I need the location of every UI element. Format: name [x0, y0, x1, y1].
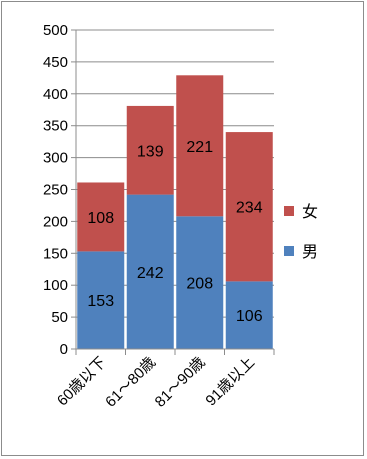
bar-male	[225, 281, 273, 349]
y-tick-label: 50	[51, 309, 68, 326]
y-tick-label: 200	[43, 213, 68, 230]
data-label: 242	[137, 265, 164, 282]
data-label: 234	[236, 200, 263, 217]
bar-female	[225, 132, 273, 282]
bar-male	[126, 194, 174, 349]
x-tick-label: 61～80歳	[102, 354, 159, 411]
legend-swatch	[284, 246, 294, 256]
data-label: 153	[87, 293, 114, 310]
y-tick-label: 250	[43, 182, 68, 199]
bars	[77, 75, 273, 349]
x-tick-label: 60歳以下	[54, 354, 110, 410]
data-label: 221	[186, 139, 213, 156]
axes	[71, 29, 275, 355]
y-tick-label: 300	[43, 150, 68, 167]
data-label: 208	[186, 276, 213, 293]
y-tick-label: 100	[43, 277, 68, 294]
bar-male	[176, 216, 224, 349]
data-labels: 153 108 242 139 208 221 106 234	[87, 139, 262, 325]
data-label: 106	[236, 308, 263, 325]
data-label: 108	[87, 210, 114, 227]
y-tick-label: 500	[43, 22, 68, 39]
legend-label: 男	[302, 242, 318, 261]
y-tick-label: 0	[60, 341, 68, 358]
legend-swatch	[284, 206, 294, 216]
y-tick-label: 150	[43, 245, 68, 262]
y-tick-label: 350	[43, 118, 68, 135]
x-tick-label: 91歳以上	[202, 354, 258, 410]
y-tick-label: 450	[43, 54, 68, 71]
y-tick-label: 400	[43, 86, 68, 103]
y-tick-labels: 0 50 100 150 200 250 300 350 400 450 500	[43, 22, 68, 358]
bar-female	[176, 75, 224, 217]
data-label: 139	[137, 143, 164, 160]
bar-male	[77, 251, 125, 349]
legend: 女男	[284, 202, 318, 261]
x-tick-label: 81～90歳	[152, 354, 209, 411]
bar-female	[126, 105, 174, 195]
legend-label: 女	[302, 202, 318, 221]
bar-female	[77, 182, 125, 252]
